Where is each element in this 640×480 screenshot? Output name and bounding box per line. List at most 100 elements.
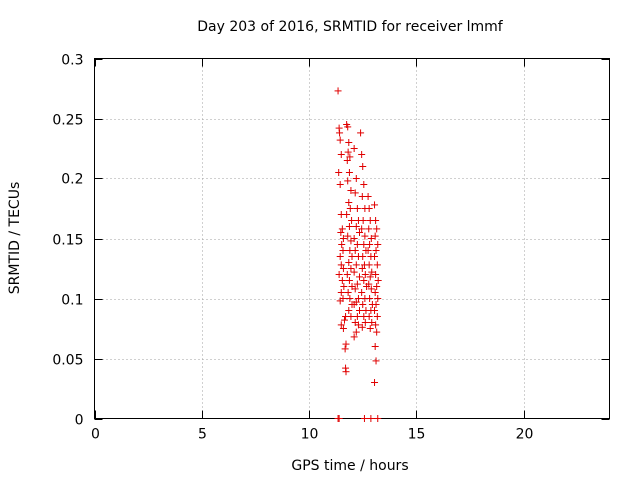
data-point [343, 157, 351, 164]
data-point [339, 265, 347, 272]
data-point [345, 223, 353, 230]
data-point [336, 129, 344, 137]
data-point [356, 229, 364, 236]
data-point [367, 235, 375, 242]
data-point [338, 277, 346, 284]
data-point [353, 205, 361, 212]
data-point [345, 169, 353, 176]
data-point [337, 261, 345, 269]
data-point [343, 211, 351, 218]
data-point [371, 253, 379, 260]
data-point [371, 307, 379, 314]
data-point [344, 123, 352, 131]
data-point [336, 136, 344, 144]
data-point [335, 169, 343, 176]
data-point [336, 297, 344, 305]
data-point [351, 189, 359, 197]
data-point [359, 253, 367, 260]
x-tick-label: 15 [408, 427, 426, 443]
data-point [374, 241, 382, 248]
data-point [347, 313, 355, 320]
data-point [347, 187, 355, 194]
data-point [358, 265, 366, 272]
data-point [346, 153, 354, 161]
data-point [373, 225, 381, 233]
x-tick-label: 20 [516, 427, 534, 443]
data-point [368, 268, 376, 276]
data-point [345, 259, 353, 266]
data-point [371, 201, 379, 209]
data-point [335, 415, 343, 422]
data-point [368, 319, 376, 326]
point-layer [334, 87, 382, 422]
data-point [340, 283, 348, 290]
data-point [344, 177, 352, 185]
data-point [346, 295, 354, 302]
data-point [374, 295, 382, 302]
data-point [365, 225, 373, 233]
data-point [374, 277, 382, 284]
data-point [367, 285, 375, 293]
data-point [372, 301, 380, 308]
data-point [366, 241, 374, 248]
y-tick-label: 0 [75, 413, 84, 429]
data-point [372, 247, 380, 254]
data-point [346, 205, 354, 212]
data-point [354, 295, 362, 302]
data-point [351, 285, 359, 293]
data-point [373, 261, 381, 269]
data-point [344, 148, 352, 156]
data-point [344, 232, 352, 240]
data-point [352, 223, 360, 230]
data-point [371, 289, 379, 296]
data-point [360, 181, 368, 188]
data-point [352, 175, 360, 182]
data-point [360, 415, 368, 422]
data-point [334, 87, 342, 95]
data-point [371, 232, 379, 240]
data-point [348, 253, 356, 260]
data-point [352, 261, 360, 269]
data-point [335, 271, 343, 278]
data-point [350, 145, 358, 152]
data-point [341, 345, 349, 353]
data-point [374, 415, 382, 422]
y-tick-label: 0.25 [52, 113, 83, 129]
grid-layer [94, 58, 610, 419]
data-point [373, 283, 381, 290]
data-point [365, 205, 373, 212]
data-point [338, 241, 346, 248]
data-point [359, 217, 367, 224]
data-point [359, 163, 367, 170]
data-point [350, 268, 358, 276]
data-point [340, 316, 348, 324]
chart-title: Day 203 of 2016, SRMTID for receiver lmm… [197, 19, 504, 35]
x-tick-label: 0 [91, 427, 100, 443]
data-point [371, 379, 379, 386]
data-point [372, 217, 380, 224]
y-tick-label: 0.15 [52, 233, 83, 249]
data-point [344, 289, 352, 296]
data-point [353, 241, 361, 248]
data-point [339, 325, 347, 332]
data-point [358, 289, 366, 296]
data-point [361, 319, 369, 326]
data-point [339, 235, 347, 242]
data-point [348, 217, 356, 224]
data-point [345, 307, 353, 314]
data-point [365, 313, 373, 320]
data-point [337, 289, 345, 296]
data-point [345, 199, 353, 206]
data-point [371, 343, 379, 350]
data-point [350, 301, 358, 308]
data-point [354, 321, 362, 329]
data-point [336, 181, 344, 188]
data-point [342, 340, 350, 348]
data-point [364, 193, 372, 200]
data-point [357, 129, 365, 137]
data-point [358, 151, 366, 158]
data-point [364, 247, 372, 254]
data-point [366, 273, 374, 281]
data-point [338, 225, 346, 233]
